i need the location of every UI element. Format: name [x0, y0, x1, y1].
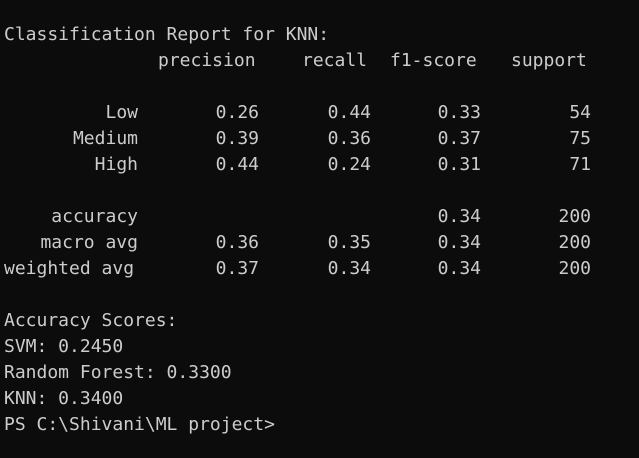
shell-prompt[interactable]: PS C:\Shivani\ML project>: [4, 414, 275, 435]
recall-value: 0.35: [327, 232, 371, 253]
precision-value: 0.44: [215, 154, 259, 175]
summary-row-weighted-avg: weighted avg 0.37 0.34 0.34 200: [4, 256, 636, 282]
blank-line: [4, 178, 636, 204]
summary-label: accuracy: [51, 206, 138, 227]
class-label: High: [94, 154, 138, 175]
header-support: support: [511, 50, 587, 71]
header-precision: precision: [158, 50, 256, 71]
f1-value: 0.37: [437, 128, 481, 149]
summary-label: weighted avg: [4, 258, 135, 279]
precision-value: 0.36: [215, 232, 259, 253]
class-row-low: Low 0.26 0.44 0.33 54: [4, 100, 636, 126]
score-line-random-forest: Random Forest: 0.3300: [4, 362, 232, 383]
precision-value: 0.37: [215, 258, 259, 279]
f1-value: 0.34: [437, 206, 481, 227]
support-value: 71: [569, 154, 591, 175]
support-value: 200: [558, 232, 591, 253]
f1-value: 0.31: [437, 154, 481, 175]
precision-value: 0.39: [215, 128, 259, 149]
class-label: Low: [105, 102, 138, 123]
f1-value: 0.34: [437, 232, 481, 253]
report-title: Classification Report for KNN:: [4, 24, 330, 45]
support-value: 200: [558, 258, 591, 279]
header-f1-score: f1-score: [390, 50, 477, 71]
terminal-output[interactable]: Classification Report for KNN: precision…: [4, 22, 636, 438]
summary-label: macro avg: [40, 232, 138, 253]
class-label: Medium: [72, 128, 138, 149]
recall-value: 0.44: [327, 102, 371, 123]
class-row-high: High 0.44 0.24 0.31 71: [4, 152, 636, 178]
score-line-svm: SVM: 0.2450: [4, 336, 124, 357]
class-row-medium: Medium 0.39 0.36 0.37 75: [4, 126, 636, 152]
recall-value: 0.24: [327, 154, 371, 175]
support-value: 200: [558, 206, 591, 227]
f1-value: 0.34: [437, 258, 481, 279]
f1-value: 0.33: [437, 102, 481, 123]
support-value: 54: [569, 102, 591, 123]
report-header-row: precision recall f1-score support: [4, 48, 636, 74]
blank-line: [4, 282, 636, 308]
blank-line: [4, 74, 636, 100]
support-value: 75: [569, 128, 591, 149]
accuracy-scores-heading: Accuracy Scores:: [4, 310, 178, 331]
summary-row-accuracy: accuracy 0.34 200: [4, 204, 636, 230]
score-line-knn: KNN: 0.3400: [4, 388, 124, 409]
summary-row-macro-avg: macro avg 0.36 0.35 0.34 200: [4, 230, 636, 256]
recall-value: 0.34: [327, 258, 371, 279]
header-recall: recall: [302, 50, 368, 71]
recall-value: 0.36: [327, 128, 371, 149]
precision-value: 0.26: [215, 102, 259, 123]
